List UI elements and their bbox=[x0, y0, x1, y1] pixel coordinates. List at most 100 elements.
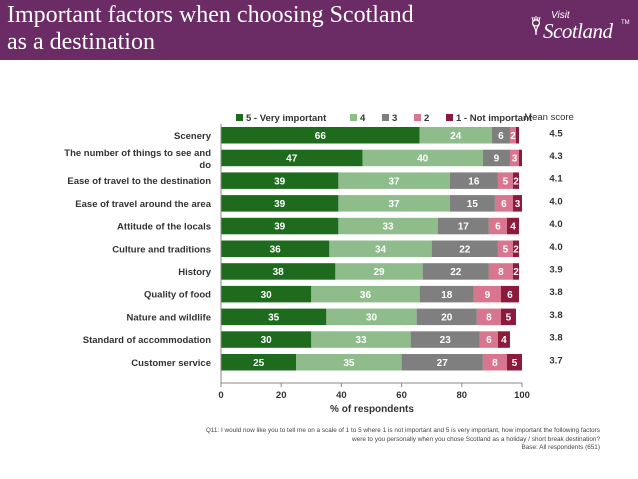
mean-score-0: 4.5 bbox=[549, 128, 563, 139]
slide-title: Important factors when choosing Scotland… bbox=[7, 2, 527, 56]
x-axis-label: % of respondents bbox=[330, 404, 414, 415]
bar-8-0 bbox=[221, 308, 327, 326]
bar-10-1 bbox=[296, 354, 402, 371]
bar-1-2 bbox=[482, 149, 510, 167]
bar-label-1-3: 3 bbox=[512, 154, 518, 165]
legend-swatch-2 bbox=[382, 114, 389, 121]
bar-4-3 bbox=[488, 217, 507, 235]
bar-3-3 bbox=[494, 195, 513, 212]
bar-1-0 bbox=[221, 149, 363, 167]
bar-8-2 bbox=[416, 308, 477, 326]
bar-label-10-3: 8 bbox=[492, 358, 498, 369]
mean-score-9: 3.8 bbox=[549, 333, 562, 344]
bar-5-0 bbox=[221, 240, 330, 257]
legend-label-2: 3 bbox=[392, 113, 397, 124]
logo-trademark: TM bbox=[621, 20, 630, 26]
bar-label-4-3: 6 bbox=[495, 222, 501, 233]
bar-0-4 bbox=[515, 127, 519, 144]
bar-7-2 bbox=[419, 285, 474, 303]
mean-score-7: 3.8 bbox=[549, 287, 562, 298]
legend-swatch-3 bbox=[414, 114, 421, 121]
bar-7-0 bbox=[221, 285, 312, 303]
bar-label-7-2: 18 bbox=[441, 290, 453, 301]
bar-7-4 bbox=[500, 285, 519, 303]
bar-8-4 bbox=[500, 308, 516, 326]
bar-label-10-2: 27 bbox=[437, 358, 449, 369]
bar-label-8-1: 30 bbox=[366, 312, 378, 323]
legend-label-3: 2 bbox=[424, 113, 429, 124]
x-tick-label-0: 0 bbox=[218, 390, 223, 401]
legend-label-4: 1 - Not important bbox=[456, 113, 533, 124]
bar-label-9-4: 4 bbox=[501, 335, 507, 346]
bar-label-8-4: 5 bbox=[506, 312, 512, 323]
bar-4-0 bbox=[221, 217, 339, 235]
bar-label-9-3: 6 bbox=[486, 335, 492, 346]
bar-label-7-3: 9 bbox=[485, 290, 491, 301]
bar-label-3-1: 37 bbox=[389, 199, 401, 210]
bar-label-2-4: 2 bbox=[513, 176, 519, 187]
bar-2-2 bbox=[449, 172, 498, 189]
bar-label-6-0: 38 bbox=[273, 267, 285, 278]
legend-swatch-4 bbox=[446, 114, 453, 121]
bar-1-3 bbox=[509, 149, 519, 167]
bar-label-10-1: 35 bbox=[343, 358, 355, 369]
bar-label-3-4: 3 bbox=[515, 199, 521, 210]
footnote: Q11: I would now like you to tell me on … bbox=[160, 427, 600, 453]
mean-score-10: 3.7 bbox=[549, 355, 562, 366]
question-text-line-2: were to you personally when you chose Sc… bbox=[352, 435, 600, 443]
chart-legend: 5 - Very important 4 3 2 1 - Not important bbox=[236, 113, 533, 124]
mean-score-2: 4.1 bbox=[549, 174, 563, 185]
bar-3-4 bbox=[512, 195, 522, 212]
bar-label-6-1: 29 bbox=[373, 267, 385, 278]
bar-2-3 bbox=[497, 172, 513, 189]
bar-label-9-0: 30 bbox=[261, 335, 273, 346]
base-text: Base: All respondents (651) bbox=[521, 444, 600, 451]
bar-0-3 bbox=[509, 127, 516, 144]
bar-label-4-1: 33 bbox=[382, 222, 394, 233]
bar-3-1 bbox=[338, 195, 450, 212]
mean-scores: 4.5 4.3 4.1 4.0 4.0 4.0 3.9 3.8 3.8 3.8 3.7 bbox=[549, 128, 563, 366]
bar-label-1-0: 47 bbox=[286, 154, 298, 165]
bar-label-5-4: 2 bbox=[513, 244, 519, 255]
mean-score-3: 4.0 bbox=[549, 196, 562, 207]
bar-label-8-0: 35 bbox=[268, 312, 280, 323]
bar-5-4 bbox=[512, 240, 519, 257]
category-label-4: Attitude of the locals bbox=[117, 222, 211, 233]
bar-label-10-4: 5 bbox=[512, 358, 518, 369]
bar-8-1 bbox=[326, 308, 417, 326]
bar-label-7-0: 30 bbox=[261, 290, 273, 301]
bar-10-4 bbox=[506, 354, 522, 371]
bar-4-2 bbox=[437, 217, 489, 235]
bar-9-1 bbox=[311, 331, 411, 348]
slide-title-line-2: as a destination bbox=[7, 29, 155, 55]
bar-4-1 bbox=[338, 217, 438, 235]
bar-10-2 bbox=[401, 354, 483, 371]
bar-label-6-3: 8 bbox=[498, 267, 504, 278]
question-text-line-1: Q11: I would now like you to tell me on … bbox=[205, 427, 600, 434]
bar-label-4-0: 39 bbox=[274, 222, 286, 233]
bar-label-6-2: 22 bbox=[450, 267, 462, 278]
bar-label-9-2: 23 bbox=[440, 335, 452, 346]
legend-swatch-1 bbox=[350, 114, 357, 121]
slide-title-line-1: Important factors when choosing Scotland bbox=[7, 2, 414, 28]
legend-swatch-0 bbox=[236, 114, 243, 121]
bar-6-0 bbox=[221, 263, 336, 280]
x-tick-label-5: 100 bbox=[514, 390, 530, 401]
bar-0-1 bbox=[419, 127, 492, 144]
bar-label-8-3: 8 bbox=[486, 312, 492, 323]
bar-label-9-1: 33 bbox=[355, 335, 367, 346]
bar-5-3 bbox=[497, 240, 513, 257]
bar-label-0-3: 2 bbox=[510, 131, 516, 142]
bar-9-2 bbox=[410, 331, 480, 348]
bar-label-0-2: 6 bbox=[498, 131, 504, 142]
logo-scotland-text: Scotland bbox=[543, 19, 613, 43]
bar-5-2 bbox=[431, 240, 498, 257]
x-axis: 0 20 40 60 80 100 bbox=[218, 124, 530, 401]
bar-3-0 bbox=[221, 195, 339, 212]
bar-label-2-0: 39 bbox=[274, 176, 286, 187]
bar-label-3-3: 6 bbox=[501, 199, 507, 210]
bar-label-4-4: 4 bbox=[510, 222, 516, 233]
bar-0-2 bbox=[491, 127, 510, 144]
